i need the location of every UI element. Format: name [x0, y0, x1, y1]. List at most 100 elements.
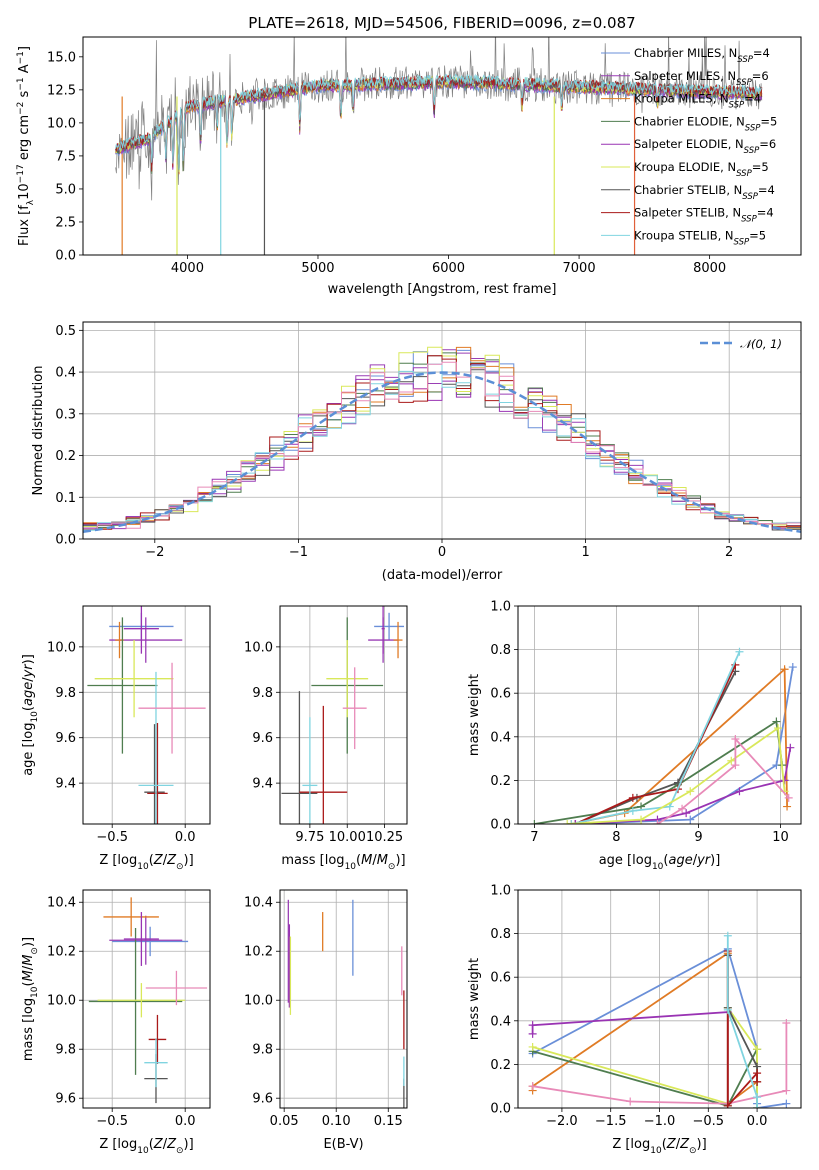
plot-area-age_vs_Z: [87, 606, 206, 824]
weight-marker: [735, 647, 744, 656]
label-part: 10: [345, 862, 357, 872]
weight-series: [530, 717, 787, 824]
weight-marker: [753, 1077, 762, 1086]
x-tick-label: 9: [694, 830, 702, 845]
label-part: /: [676, 1137, 681, 1152]
legend-entry: 𝒩(0, 1): [740, 337, 782, 351]
weight-line: [726, 955, 758, 1082]
weight-series: [567, 647, 744, 824]
y-tick-label: 10.2: [244, 945, 273, 960]
error-bar-point: [88, 927, 183, 1075]
error-bar-point: [144, 1038, 168, 1088]
y-axis-label: Normed distribution: [31, 366, 46, 496]
label-part: −1: [16, 51, 26, 64]
label-part: Z [log: [612, 1137, 650, 1152]
legend-entry: Salpeter MILES, NSSP=6: [634, 69, 769, 88]
frame-weight_vs_Z: −2.0 −1.5 −1.0 −0.5 0.0 0.0 0.2 0.4 0.6 0.8 1.0: [490, 884, 802, 1129]
weight-marker: [723, 1101, 732, 1108]
axes-mass_vs_ebv: 0.05 0.10 0.15 9.6 9.8 10.0 10.2 10.4 E(B-V): [244, 889, 408, 1152]
x-tick-label: −0.5: [96, 830, 128, 845]
legend-entry: Kroupa MILES, NSSP=4: [634, 92, 761, 111]
label-part: 10: [17, 183, 32, 200]
x-tick-label: 10.25: [366, 830, 403, 845]
weight-line: [726, 951, 758, 1108]
weight-marker: [563, 820, 572, 824]
weight-series: [723, 951, 762, 1086]
weight-line: [571, 667, 788, 824]
weight-marker: [567, 820, 576, 824]
legend-entry-main: Chabrier STELIB, N: [634, 183, 742, 197]
weight-marker: [628, 806, 637, 815]
plot-area-mass_vs_Z: [88, 897, 208, 1104]
legend-entry-sub: SSP: [729, 101, 745, 111]
error-bar-point: [326, 640, 369, 718]
legend-entry-main: Kroupa ELODIE, N: [634, 160, 736, 174]
label-part: /: [693, 853, 698, 868]
spectrum-model-line: [115, 73, 763, 170]
label-part: E(B-V): [323, 1137, 363, 1152]
y-tick-label: 9.4: [252, 777, 273, 792]
weight-series: [653, 734, 793, 824]
label-part: ]: [17, 46, 32, 51]
x-tick-label: 2: [725, 545, 733, 560]
y-axis-label: mass weight: [467, 674, 482, 756]
weight-marker: [530, 820, 539, 824]
label-part: /: [163, 853, 168, 868]
x-axis-label: E(B-V): [323, 1137, 363, 1152]
x-axis-label: Z [log10(Z/Z⊙)]: [99, 853, 193, 872]
error-bar-point: [123, 606, 159, 654]
label-part: /: [372, 853, 377, 868]
weight-marker: [528, 1021, 537, 1030]
legend-entry-sub: SSP: [741, 215, 757, 225]
axes-frame: [279, 605, 408, 825]
weight-marker: [723, 931, 732, 940]
legend-entry-sub: SSP: [736, 169, 752, 179]
label-part: λ: [26, 199, 36, 205]
weight-marker: [571, 820, 580, 824]
x-tick-label: 0.0: [175, 830, 196, 845]
error-bar-point: [147, 722, 168, 824]
weight-series: [567, 665, 792, 824]
y-tick-label: 0.2: [490, 1058, 511, 1073]
x-tick-label: −2: [145, 545, 164, 560]
error-bar-point: [103, 897, 159, 937]
weight-marker: [784, 793, 793, 802]
axes-frame: [82, 605, 211, 825]
y-tick-label: 0.0: [55, 249, 76, 264]
legend-entry: Salpeter STELIB, NSSP=4: [634, 206, 774, 225]
y-tick-label: 2.5: [55, 215, 76, 230]
label-part: mass [log: [21, 998, 36, 1061]
plot-area-mass_vs_ebv: [287, 899, 405, 1108]
x-tick-label: 0.0: [175, 1114, 196, 1129]
weight-line: [531, 951, 758, 1106]
x-tick-label: 0.05: [270, 1114, 299, 1129]
y-tick-label: 0.5: [55, 324, 76, 339]
y-tick-label: 0.0: [55, 533, 76, 548]
weight-marker: [735, 787, 744, 796]
weight-marker: [782, 1099, 791, 1108]
label-part: Z: [166, 853, 177, 868]
y-axis-label: mass weight: [467, 958, 482, 1040]
weight-series: [563, 724, 789, 824]
x-tick-label: 0: [438, 545, 446, 560]
axes-frame: [279, 889, 408, 1109]
label-part: /: [163, 1137, 168, 1152]
y-axis-label: age [log10(age/yr)]: [21, 654, 40, 776]
y-tick-label: 0.1: [55, 491, 76, 506]
weight-marker: [753, 1069, 762, 1078]
y-tick-label: 9.6: [55, 1092, 76, 1107]
weight-marker: [753, 1093, 762, 1102]
axes-spectrum: 4000 5000 6000 7000 8000 0.0 2.5 5.0 7.5 10.0 12.5…: [16, 14, 802, 297]
x-tick-label: 0.0: [747, 1114, 768, 1129]
weight-line: [656, 736, 790, 824]
label-part: −2: [16, 102, 26, 115]
weight-line: [575, 747, 792, 824]
y-tick-label: 10.0: [47, 640, 76, 655]
label-part: ⊙: [176, 862, 184, 872]
y-tick-label: 15.0: [47, 50, 76, 65]
weight-marker: [780, 665, 789, 674]
label-part: )]: [697, 1137, 707, 1152]
legend-entry-tail: =4: [757, 206, 774, 220]
